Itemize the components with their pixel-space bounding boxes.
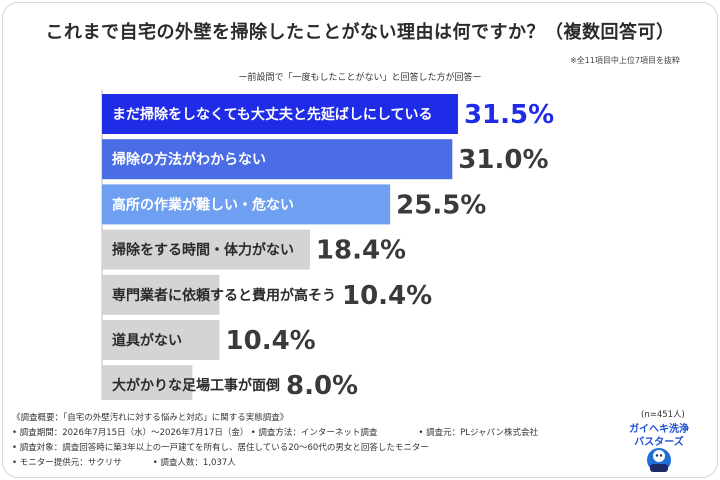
logo-line1: ガイヘキ洗浄	[629, 422, 689, 435]
bar-chart: まだ掃除をしなくても大丈夫と先延ばしにしている 31.5% 掃除の方法がわからない 3…	[101, 90, 554, 400]
survey-period: • 調査期間：2026年7月15日（水）〜2026年7月17日（金）	[12, 428, 249, 438]
bar-label-5: 専門業者に依頼すると費用が高そう	[112, 287, 336, 304]
value-label-4: 18.4%	[316, 236, 406, 266]
survey-footer: 《調査概要：「自宅の外壁汚れに対する悩みと対応」に関する実態調査》 • 調査期間…	[12, 411, 612, 471]
survey-target: • 調査対象：調査回答時に築3年以上の一戸建てを所有し、居住している20〜60代…	[12, 443, 429, 453]
logo-line2: バスターズ	[634, 435, 684, 448]
value-label-2: 31.0%	[458, 145, 548, 175]
bar-2	[102, 139, 453, 180]
chart-note: ※全11項目中上位7項目を抜粋	[570, 56, 680, 65]
bar-4	[102, 229, 310, 270]
survey-overview: 《調査概要：「自宅の外壁汚れに対する悩みと対応」に関する実態調査》	[12, 413, 289, 423]
value-label-1: 31.5%	[464, 100, 554, 130]
value-label-7: 8.0%	[286, 371, 358, 400]
bar-label-4: 掃除をする時間・体力がない	[112, 242, 294, 259]
value-label-5: 10.4%	[342, 281, 432, 311]
bar-label-6: 道具がない	[112, 332, 182, 349]
bar-5	[102, 274, 220, 315]
chart-subtitle: ー前設問で「一度もしたことがない」と回答した方が回答ー	[238, 73, 482, 83]
gaiheki-busters-logo: ガイヘキ洗浄 バスターズ	[629, 422, 689, 472]
survey-monitor: • モニター提供元：サクリサ	[12, 458, 122, 468]
bar-7	[102, 365, 193, 400]
bar-1	[102, 94, 458, 134]
bar-3	[102, 184, 391, 225]
mascot-icon	[647, 448, 671, 472]
value-label-3: 25.5%	[396, 190, 486, 220]
value-label-6: 10.4%	[226, 326, 316, 356]
bar-label-1: まだ掃除をしなくても大丈夫と先延ばしにしている	[112, 106, 432, 123]
chart-title: これまで自宅の外壁を掃除したことがない理由は何ですか？（複数回答可）	[45, 22, 675, 43]
survey-method: • 調査方法：インターネット調査	[250, 428, 378, 438]
survey-client: • 調査元：PLジャパン株式会社	[418, 428, 538, 438]
sample-size-label: (n=451人)	[641, 410, 685, 420]
bar-label-7: 大がかりな足場工事が面倒	[112, 377, 280, 394]
bar-label-3: 高所の作業が難しい・危ない	[112, 196, 294, 213]
survey-respondents: • 調査人数：1,037人	[152, 458, 236, 468]
bar-label-2: 掃除の方法がわからない	[112, 151, 266, 168]
bar-6	[102, 320, 220, 360]
